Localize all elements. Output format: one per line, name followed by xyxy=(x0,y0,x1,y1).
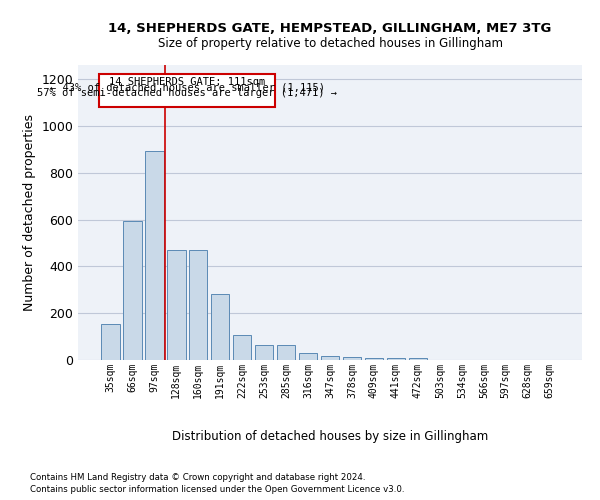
Text: ← 43% of detached houses are smaller (1,115): ← 43% of detached houses are smaller (1,… xyxy=(50,82,325,92)
Bar xyxy=(343,357,361,360)
Bar xyxy=(386,358,405,360)
Bar xyxy=(167,250,185,360)
Bar xyxy=(320,356,340,360)
Text: Contains public sector information licensed under the Open Government Licence v3: Contains public sector information licen… xyxy=(30,485,404,494)
Text: Contains HM Land Registry data © Crown copyright and database right 2024.: Contains HM Land Registry data © Crown c… xyxy=(30,472,365,482)
Text: Distribution of detached houses by size in Gillingham: Distribution of detached houses by size … xyxy=(172,430,488,443)
Bar xyxy=(299,354,317,360)
Bar xyxy=(409,358,427,360)
Y-axis label: Number of detached properties: Number of detached properties xyxy=(23,114,36,311)
Bar xyxy=(255,346,274,360)
Bar xyxy=(145,151,164,360)
Text: 57% of semi-detached houses are larger (1,471) →: 57% of semi-detached houses are larger (… xyxy=(37,88,337,98)
Bar xyxy=(277,346,295,360)
Bar xyxy=(365,358,383,360)
Bar xyxy=(123,222,142,360)
Text: 14 SHEPHERDS GATE: 111sqm: 14 SHEPHERDS GATE: 111sqm xyxy=(109,77,265,87)
Bar xyxy=(101,324,119,360)
Bar xyxy=(189,250,208,360)
FancyBboxPatch shape xyxy=(99,74,275,107)
Bar xyxy=(211,294,229,360)
Bar xyxy=(233,336,251,360)
Text: Size of property relative to detached houses in Gillingham: Size of property relative to detached ho… xyxy=(157,38,503,51)
Text: 14, SHEPHERDS GATE, HEMPSTEAD, GILLINGHAM, ME7 3TG: 14, SHEPHERDS GATE, HEMPSTEAD, GILLINGHA… xyxy=(109,22,551,36)
